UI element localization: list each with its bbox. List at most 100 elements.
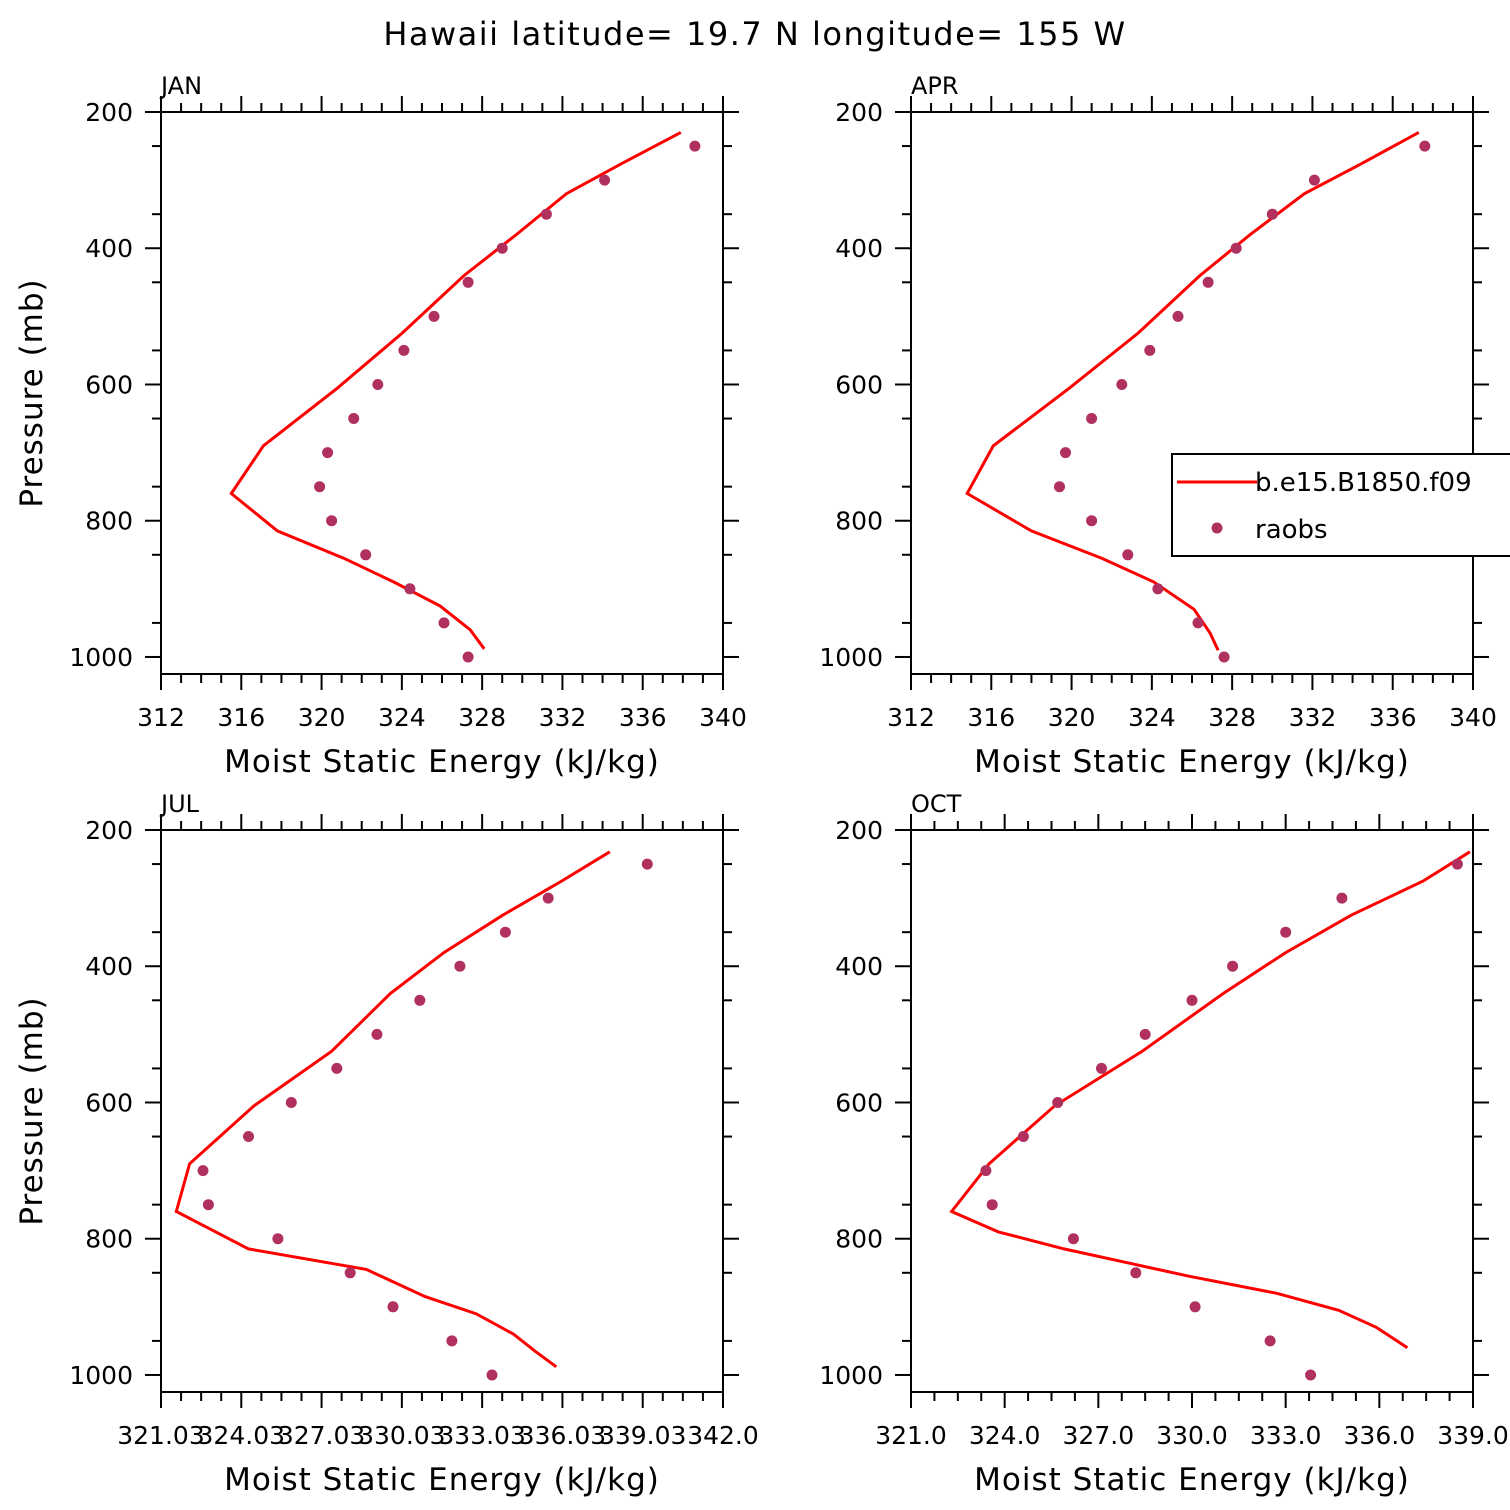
- figure-title: Hawaii latitude= 19.7 N longitude= 155 W: [383, 15, 1126, 53]
- legend: b.e15.B1850.f09 raobs: [1171, 453, 1510, 557]
- x-tick-label: 333.03: [438, 1421, 525, 1450]
- x-tick-label: 332: [539, 703, 587, 732]
- obs-point: [372, 379, 384, 390]
- obs-point: [454, 960, 466, 972]
- obs-point: [1202, 276, 1214, 288]
- y-axis-title: Pressure (mb): [14, 278, 50, 507]
- obs-point: [314, 481, 326, 493]
- obs-point: [462, 276, 474, 288]
- obs-point: [285, 1097, 297, 1108]
- panel-title: OCT: [911, 790, 962, 818]
- obs-point: [1116, 379, 1128, 390]
- y-tick-label: 800: [835, 1225, 883, 1254]
- x-tick-label: 324: [378, 703, 426, 732]
- obs-point: [1054, 481, 1065, 493]
- obs-point: [986, 1199, 998, 1211]
- series-layer: [965, 131, 1431, 663]
- panel-title: APR: [911, 72, 959, 100]
- obs-point: [197, 1165, 209, 1177]
- model-line: [965, 131, 1420, 651]
- x-tick-label: 320: [298, 703, 346, 732]
- model-line: [174, 850, 611, 1369]
- obs-point: [243, 1131, 254, 1142]
- obs-point: [1266, 208, 1278, 220]
- x-tick-label: 324: [1128, 703, 1176, 732]
- obs-point: [1086, 413, 1098, 424]
- obs-point: [1122, 549, 1134, 561]
- x-axis-title: Moist Static Energy (kJ/kg): [224, 744, 660, 780]
- y-tick-label: 1000: [819, 1361, 883, 1390]
- x-tick-label: 342.0: [687, 1421, 759, 1450]
- obs-point: [540, 208, 552, 220]
- panel-apr: APR 312 316 320 324 328 332 336 340 200 400 600 800 1…: [819, 72, 1510, 780]
- obs-point: [1192, 617, 1204, 629]
- panel-title: JUL: [159, 790, 200, 818]
- x-tick-label: 312: [137, 703, 185, 732]
- x-tick-label: 328: [458, 703, 506, 732]
- x-tick-label: 340: [1449, 703, 1497, 732]
- obs-point: [387, 1301, 399, 1313]
- obs-point: [1130, 1267, 1142, 1279]
- y-tick-label: 400: [835, 234, 883, 263]
- x-tick-label: 330.03: [358, 1421, 445, 1450]
- y-tick-label: 400: [85, 952, 133, 981]
- y-tick-label: 600: [85, 1088, 133, 1117]
- obs-point: [344, 1267, 356, 1279]
- x-tick-label: 340: [699, 703, 747, 732]
- obs-point: [1230, 242, 1242, 254]
- obs-point: [1139, 1028, 1151, 1040]
- obs-point: [404, 583, 416, 595]
- x-tick-label: 320: [1048, 703, 1096, 732]
- panel-oct: OCT 321.0 324.0 327.0 330.0 333.0 336.0 339.0 20…: [819, 790, 1508, 1498]
- obs-point: [542, 892, 554, 904]
- obs-point: [1280, 926, 1292, 938]
- y-tick-label: 600: [835, 1088, 883, 1117]
- x-tick-label: 336.03: [519, 1421, 606, 1450]
- series-layer: [174, 850, 653, 1381]
- panel-title: JAN: [159, 72, 202, 100]
- y-tick-label: 800: [85, 1225, 133, 1254]
- y-tick-label: 800: [835, 507, 883, 536]
- y-tick-label: 400: [85, 234, 133, 263]
- obs-point: [326, 515, 338, 527]
- obs-point: [371, 1028, 383, 1040]
- obs-point: [446, 1335, 458, 1347]
- obs-point: [1186, 994, 1198, 1006]
- series-layer: [229, 131, 701, 663]
- obs-point: [980, 1165, 992, 1177]
- y-tick-label: 800: [85, 507, 133, 536]
- panel-jan: JAN 312 316 320 324 328 332 336 340 200 400 600 800 1…: [14, 72, 747, 780]
- legend-label-raobs: raobs: [1255, 515, 1328, 545]
- obs-point: [1144, 344, 1156, 356]
- obs-point: [689, 140, 701, 152]
- legend-label-model: b.e15.B1850.f09: [1255, 468, 1472, 498]
- obs-point: [1052, 1097, 1064, 1108]
- y-tick-label: 200: [835, 816, 883, 845]
- x-tick-label: 332: [1289, 703, 1337, 732]
- obs-point: [1308, 174, 1320, 186]
- obs-point: [1264, 1335, 1276, 1347]
- obs-point: [1017, 1131, 1029, 1142]
- model-line: [949, 850, 1471, 1349]
- obs-point: [1305, 1369, 1317, 1381]
- x-axis-title: Moist Static Energy (kJ/kg): [974, 744, 1410, 780]
- obs-point: [599, 174, 611, 186]
- y-tick-label: 1000: [69, 1361, 133, 1390]
- obs-point: [1419, 140, 1431, 152]
- obs-point: [272, 1233, 284, 1245]
- x-tick-label: 336.0: [1344, 1421, 1416, 1450]
- y-axis-title: Pressure (mb): [14, 996, 50, 1225]
- obs-point: [1172, 310, 1184, 322]
- obs-point: [1096, 1062, 1107, 1074]
- panels: JAN 312 316 320 324 328 332 336 340 200 400 600 800 1…: [14, 72, 1510, 1498]
- x-tick-label: 336: [619, 703, 667, 732]
- y-tick-label: 200: [835, 98, 883, 127]
- x-axis-title: Moist Static Energy (kJ/kg): [224, 1462, 660, 1498]
- obs-point: [1227, 960, 1239, 972]
- obs-point: [641, 858, 653, 870]
- obs-point: [1060, 447, 1071, 459]
- obs-point: [438, 617, 450, 629]
- x-axis-title: Moist Static Energy (kJ/kg): [974, 1462, 1410, 1498]
- x-tick-label: 316: [967, 703, 1015, 732]
